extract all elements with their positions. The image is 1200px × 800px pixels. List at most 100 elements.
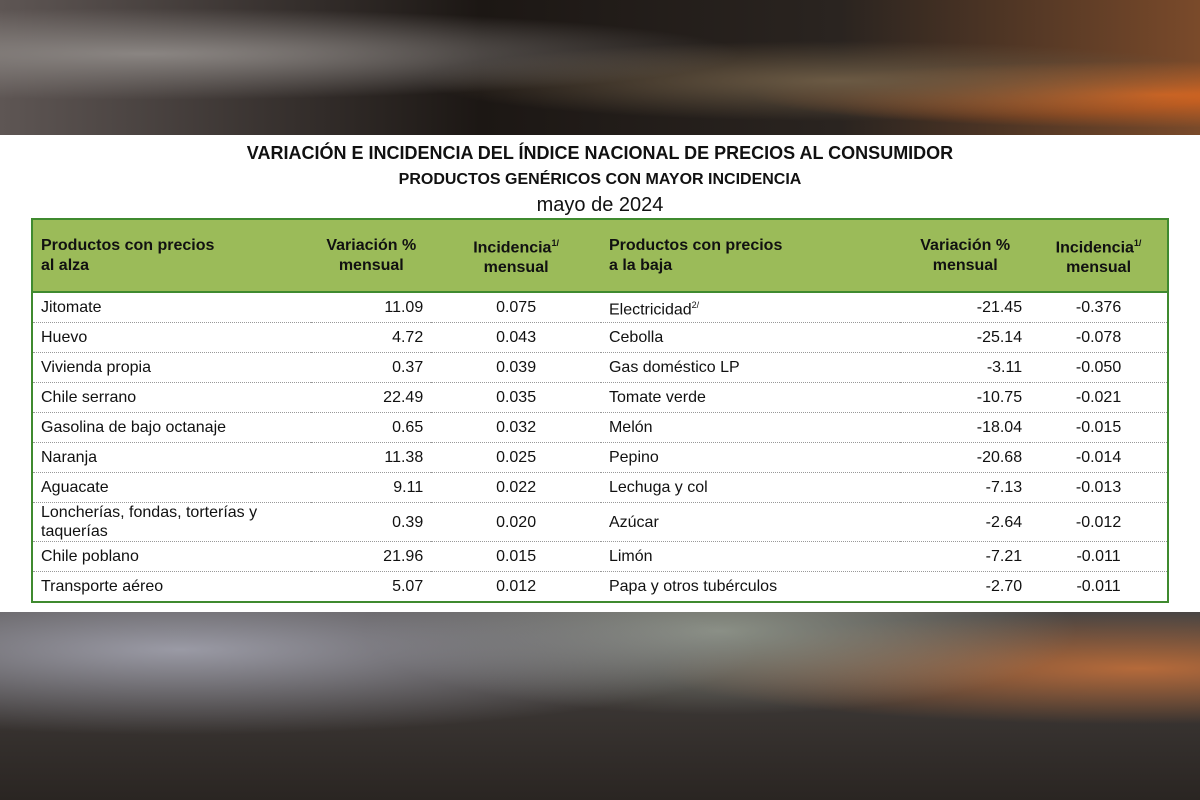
footnote-mark: 1/ bbox=[1133, 237, 1142, 248]
table-cell: Papa y otros tubérculos bbox=[608, 578, 778, 595]
table-cell: Cebolla bbox=[600, 322, 901, 353]
table-cell: Limón bbox=[600, 541, 901, 572]
table-cell: 0.012 bbox=[496, 578, 537, 595]
header-text: mensual bbox=[932, 256, 998, 274]
table-cell: -0.013 bbox=[1030, 472, 1168, 503]
table-cell: Transporte aéreo bbox=[41, 578, 164, 595]
table-cell: Electricidad2/ bbox=[600, 292, 901, 323]
table-cell: Huevo bbox=[32, 322, 312, 353]
header-line: Incidencia1/ bbox=[1038, 233, 1159, 258]
table-cell: -18.04 bbox=[900, 412, 1031, 443]
column-header: Incidencia1/mensual bbox=[1030, 219, 1168, 292]
header-line: Variación % bbox=[319, 236, 423, 256]
table-cell: Aguacate bbox=[32, 472, 312, 503]
table-cell: -7.21 bbox=[900, 541, 1031, 572]
table-cell: 0.65 bbox=[311, 412, 432, 443]
table-cell: -0.014 bbox=[1030, 442, 1168, 473]
table-cell: -10.75 bbox=[900, 382, 1031, 413]
column-header: Variación % mensual bbox=[311, 219, 431, 292]
table-cell: 5.07 bbox=[392, 578, 424, 595]
cell-text: Electricidad bbox=[608, 301, 692, 319]
table-cell: 4.72 bbox=[311, 322, 432, 353]
header-text: mensual bbox=[1066, 259, 1132, 277]
header-line: mensual bbox=[439, 258, 593, 278]
table-cell: -0.021 bbox=[1030, 382, 1168, 413]
header-text: Variación % bbox=[326, 236, 417, 254]
table-cell: Pepino bbox=[600, 442, 901, 473]
table-cell: -2.64 bbox=[900, 502, 1031, 542]
table-cell: 0.020 bbox=[431, 502, 601, 542]
table-cell: 21.96 bbox=[311, 541, 432, 572]
table-row: Aguacate 9.11 0.022 Lechuga y col -7.13 -0.01… bbox=[32, 472, 1168, 503]
header-line: Productos con precios bbox=[41, 236, 303, 256]
table-cell: Vivienda propia bbox=[32, 352, 312, 383]
table-cell: -0.078 bbox=[1030, 322, 1168, 353]
table: Productos con precios al alza Variación % m… bbox=[31, 218, 1169, 603]
header-text: Productos con precios bbox=[41, 236, 215, 254]
table-cell: -25.14 bbox=[900, 322, 1031, 353]
column-header: Incidencia1/mensual bbox=[431, 219, 601, 292]
table-cell: Melón bbox=[600, 412, 901, 443]
table-body: Jitomate 11.09 0.075 Electricidad2/-21.45 -0… bbox=[32, 292, 1168, 602]
table-cell: 0.043 bbox=[431, 322, 601, 353]
table-cell: -0.011 bbox=[1030, 541, 1168, 572]
table-cell: -20.68 bbox=[900, 442, 1031, 473]
table-cell: -0.050 bbox=[1030, 352, 1168, 383]
header-row: Productos con precios al alza Variación % m… bbox=[32, 219, 1168, 292]
header-text: Incidencia bbox=[473, 239, 552, 257]
table-row: Huevo 4.72 0.043 Cebolla -25.14 -0.078 bbox=[32, 322, 1168, 353]
table-cell: -2.70 bbox=[985, 578, 1023, 595]
header-line: mensual bbox=[908, 256, 1022, 276]
table-cell: Chile serrano bbox=[32, 382, 312, 413]
table-cell: 0.075 bbox=[431, 292, 601, 323]
table-cell: Lechuga y col bbox=[600, 472, 901, 503]
column-header: Variación % mensual bbox=[900, 219, 1030, 292]
table-cell: 11.38 bbox=[311, 442, 432, 473]
table-row: Chile poblano 21.96 0.015 Limón -7.21 -0.011 bbox=[32, 541, 1168, 572]
table-cell: Naranja bbox=[32, 442, 312, 473]
header-line: Productos con precios bbox=[609, 236, 892, 256]
header-text: Variación % bbox=[920, 236, 1011, 254]
table-cell: Gas doméstico LP bbox=[600, 352, 901, 383]
subtitle: PRODUCTOS GENÉRICOS CON MAYOR INCIDENCIA bbox=[398, 171, 802, 188]
table-cell: 22.49 bbox=[311, 382, 432, 413]
table-cell: Loncherías, fondas, torterías y taquería… bbox=[32, 502, 312, 542]
table-cell: -0.012 bbox=[1030, 502, 1168, 542]
footnote-mark: 1/ bbox=[551, 237, 559, 248]
title: VARIACIÓN E INCIDENCIA DEL ÍNDICE NACION… bbox=[246, 143, 954, 163]
table-cell: -21.45 bbox=[900, 292, 1031, 323]
table-cell: Tomate verde bbox=[600, 382, 901, 413]
table-cell: 11.09 bbox=[311, 292, 432, 323]
column-header: Productos con precios a la baja bbox=[601, 219, 900, 292]
blurred-background bbox=[0, 0, 1200, 135]
header-line: Incidencia1/ bbox=[439, 233, 593, 258]
header-line: al alza bbox=[41, 256, 303, 276]
table-cell: 0.39 bbox=[311, 502, 432, 542]
header-text: mensual bbox=[338, 256, 404, 274]
blurred-background bbox=[0, 612, 1200, 800]
table-cell: -0.376 bbox=[1030, 292, 1168, 323]
date: mayo de 2024 bbox=[536, 194, 664, 216]
table-row: Naranja 11.38 0.025 Pepino -20.68 -0.014 bbox=[32, 442, 1168, 473]
table-cell: -3.11 bbox=[900, 352, 1031, 383]
table-cell: 0.37 bbox=[311, 352, 432, 383]
table-cell: 0.039 bbox=[431, 352, 601, 383]
table-cell: 0.022 bbox=[431, 472, 601, 503]
table-cell: 0.035 bbox=[431, 382, 601, 413]
table-cell: Chile poblano bbox=[32, 541, 312, 572]
table-cell: 0.015 bbox=[431, 541, 601, 572]
header-text: a la baja bbox=[608, 256, 673, 274]
header-text: mensual bbox=[483, 259, 549, 277]
header-line: mensual bbox=[1038, 258, 1159, 278]
table-row: Loncherías, fondas, torterías y taquería… bbox=[32, 502, 1168, 542]
footnote-mark: 2/ bbox=[691, 299, 700, 310]
header-text: Incidencia bbox=[1055, 239, 1134, 257]
table-cell: -0.015 bbox=[1030, 412, 1168, 443]
header-text: Productos con precios bbox=[608, 236, 783, 254]
table-row: Gasolina de bajo octanaje 0.65 0.032 Melón -… bbox=[32, 412, 1168, 443]
column-header: Productos con precios al alza bbox=[32, 219, 311, 292]
header-line: mensual bbox=[319, 256, 423, 276]
table-cell: Jitomate bbox=[32, 292, 312, 323]
table-cell: Gasolina de bajo octanaje bbox=[32, 412, 312, 443]
